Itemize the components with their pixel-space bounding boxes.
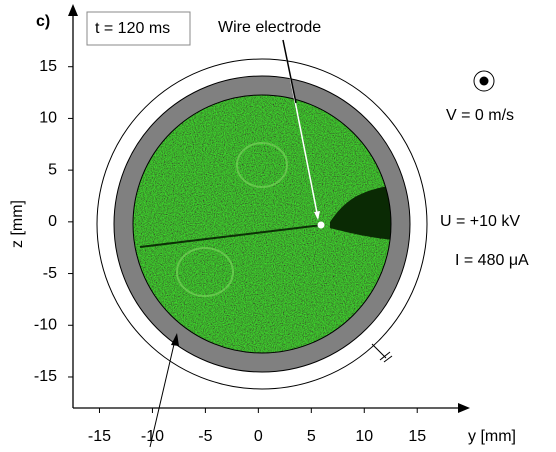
y-tick-label: 15 [39, 58, 57, 75]
x-tick-label: 15 [408, 428, 426, 445]
y-tick-label: 10 [39, 110, 57, 127]
axes [68, 4, 470, 413]
panel-label: c) [36, 13, 50, 30]
annotation: V = 0 m/s [446, 107, 514, 124]
photo [86, 11, 495, 448]
annotation: Wire electrode [218, 19, 321, 36]
y-tick-label: -5 [43, 265, 57, 282]
x-tick-label: 10 [355, 428, 373, 445]
y-tick-label: 0 [48, 213, 57, 230]
x-tick-label: -5 [198, 428, 212, 445]
x-axis-label: y [mm] [468, 428, 516, 445]
y-axis-label: z [mm] [9, 200, 26, 248]
annotation: I = 480 μA [455, 252, 529, 269]
x-tick-label: 0 [254, 428, 263, 445]
x-tick-label: -15 [88, 428, 111, 445]
y-tick-label: 5 [48, 161, 57, 178]
time-label: t = 120 ms [95, 20, 170, 37]
x-tick-label: 5 [307, 428, 316, 445]
y-tick-label: -10 [34, 316, 57, 333]
y-tick-label: -15 [34, 368, 57, 385]
x-tick-label: -10 [141, 428, 164, 445]
annotation: U = +10 kV [440, 213, 520, 230]
